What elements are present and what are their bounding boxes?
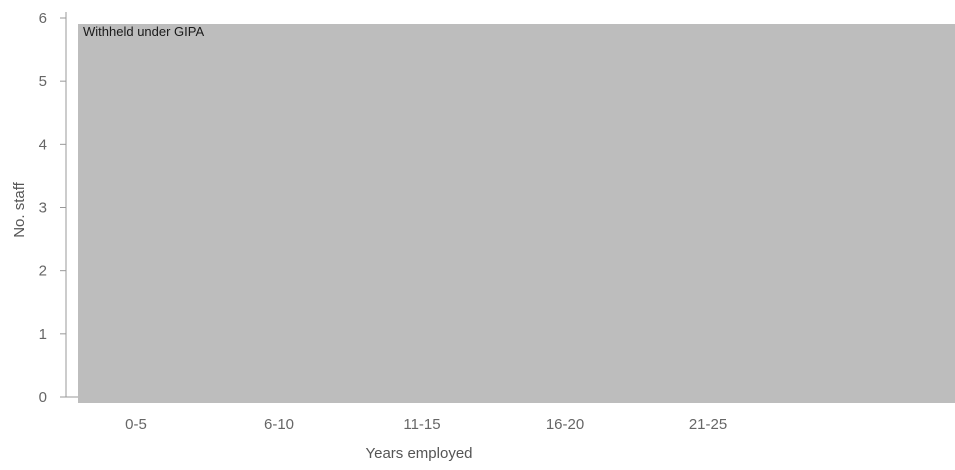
x-axis-title: Years employed: [365, 445, 472, 462]
y-axis-title: No. staff: [11, 181, 28, 237]
y-tick-label: 4: [39, 136, 47, 153]
x-tick-label: 21-25: [689, 416, 727, 433]
y-tick-label: 0: [39, 389, 47, 406]
redaction-block: Withheld under GIPA: [78, 24, 955, 403]
redaction-label: Withheld under GIPA: [83, 24, 204, 39]
y-tick-label: 3: [39, 200, 47, 217]
y-tick-label: 6: [39, 10, 47, 27]
redaction-box: [78, 24, 955, 403]
y-tick-label: 1: [39, 326, 47, 343]
y-tick-label: 5: [39, 73, 47, 90]
x-tick-label: 11-15: [403, 416, 440, 433]
x-tick-label: 16-20: [546, 416, 584, 433]
x-tick-group: 0-5 6-10 11-15 16-20 21-25: [125, 416, 727, 433]
y-tick-group: 0 1 2 3 4 5 6: [39, 10, 66, 406]
x-tick-label: 0-5: [125, 416, 147, 433]
x-tick-label: 6-10: [264, 416, 294, 433]
y-axis: 0 1 2 3 4 5 6: [39, 10, 67, 406]
y-tick-label: 2: [39, 263, 47, 280]
